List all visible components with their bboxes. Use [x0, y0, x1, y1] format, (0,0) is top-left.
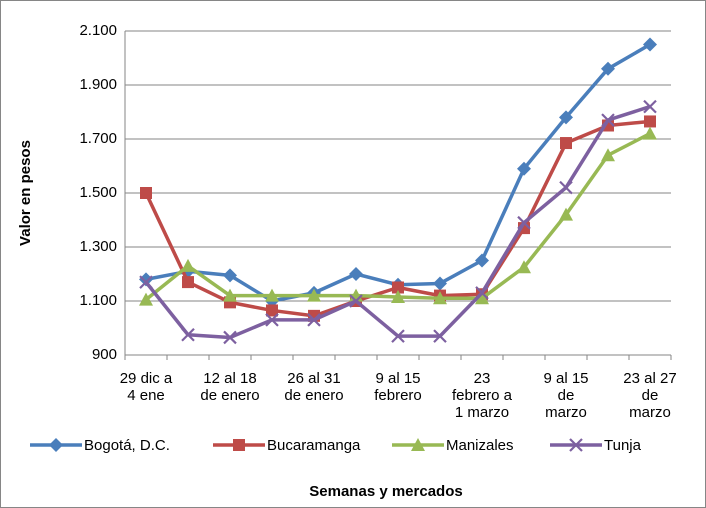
x-tick-label: 29 dic a 4 ene	[119, 370, 173, 404]
y-tick-label: 1.700	[79, 130, 117, 147]
data-point	[181, 258, 195, 272]
data-point	[223, 330, 237, 345]
data-point	[559, 110, 573, 125]
data-point	[139, 275, 153, 289]
x-tick-label: 9 al 15 de marzo	[543, 370, 589, 421]
data-point	[643, 99, 657, 114]
legend-label: Tunja	[604, 437, 642, 454]
data-point	[307, 288, 321, 302]
data-point	[601, 113, 615, 127]
x-tick-label: 9 al 15 febrero	[374, 370, 422, 404]
data-point	[181, 327, 195, 342]
legend-marker	[233, 439, 245, 451]
y-tick-label: 900	[92, 346, 117, 363]
data-point	[433, 329, 447, 343]
data-point	[643, 126, 657, 140]
x-axis-title: Semanas y mercados	[309, 483, 462, 500]
data-point	[349, 267, 363, 281]
y-tick-label: 1.100	[79, 292, 117, 309]
legend-marker	[411, 438, 425, 451]
x-tick-label: 12 al 18 de enero	[200, 370, 260, 404]
data-point	[517, 161, 531, 176]
data-point	[433, 276, 447, 291]
data-point	[601, 148, 615, 162]
data-point	[560, 137, 572, 150]
y-tick-label: 1.500	[79, 184, 117, 201]
legend-marker	[569, 438, 583, 452]
data-point	[517, 260, 531, 274]
data-point	[433, 291, 447, 305]
data-point	[139, 292, 153, 306]
data-point	[392, 281, 404, 294]
data-point	[266, 304, 278, 317]
data-point	[475, 253, 489, 268]
data-point	[644, 115, 656, 128]
data-point	[559, 180, 573, 195]
data-point	[475, 286, 489, 300]
data-point	[559, 207, 573, 221]
data-point	[517, 215, 531, 230]
data-point	[475, 291, 489, 305]
x-tick-label: 23 al 27 de marzo	[623, 370, 677, 421]
data-point	[391, 329, 405, 343]
data-point	[391, 289, 405, 303]
data-point	[139, 272, 153, 287]
x-tick-label: 23 febrero a 1 marzo	[451, 370, 513, 421]
data-point	[265, 288, 279, 302]
data-point	[140, 187, 152, 199]
data-point	[349, 294, 363, 308]
legend-marker	[49, 438, 63, 452]
legend-label: Manizales	[446, 437, 514, 454]
legend-label: Bucaramanga	[267, 437, 361, 454]
legend-label: Bogotá, D.C.	[84, 437, 170, 454]
y-tick-label: 1.900	[79, 76, 117, 93]
data-point	[643, 37, 657, 52]
y-axis-title: Valor en pesos	[17, 140, 34, 246]
data-point	[182, 276, 194, 289]
data-point	[307, 313, 321, 327]
y-tick-label: 2.100	[79, 22, 117, 39]
data-point	[265, 313, 279, 327]
data-point	[223, 288, 237, 302]
y-tick-label: 1.300	[79, 238, 117, 255]
x-tick-label: 26 al 31 de enero	[284, 370, 344, 404]
data-point	[223, 268, 237, 283]
data-point	[601, 61, 615, 76]
